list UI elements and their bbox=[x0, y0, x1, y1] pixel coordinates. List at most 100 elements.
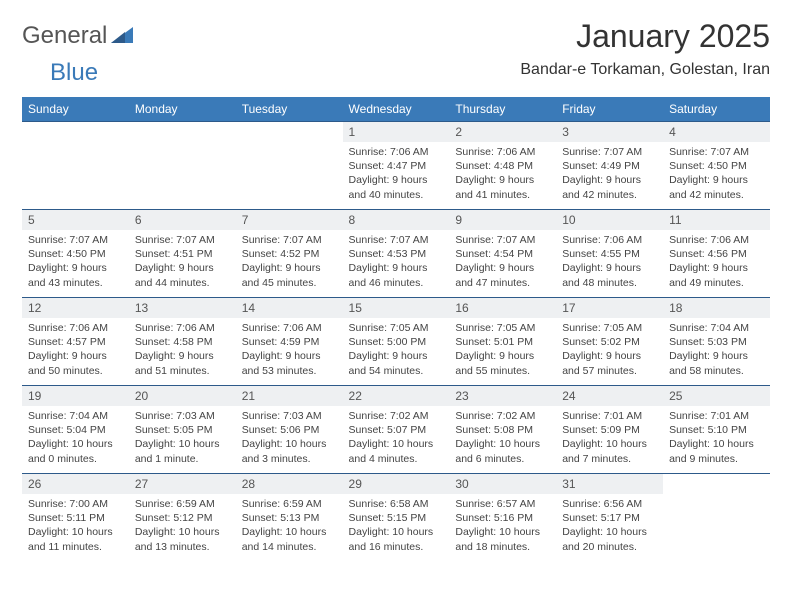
day-line: and 41 minutes. bbox=[455, 188, 550, 202]
calendar-cell: 22Sunrise: 7:02 AMSunset: 5:07 PMDayligh… bbox=[343, 385, 450, 473]
day-details: Sunrise: 6:59 AMSunset: 5:12 PMDaylight:… bbox=[129, 494, 236, 560]
day-line: Sunrise: 7:02 AM bbox=[455, 409, 550, 423]
day-line: Sunrise: 7:07 AM bbox=[28, 233, 123, 247]
day-number: 16 bbox=[449, 297, 556, 318]
day-line: Sunset: 4:49 PM bbox=[562, 159, 657, 173]
day-line: and 55 minutes. bbox=[455, 364, 550, 378]
day-line: Sunset: 5:11 PM bbox=[28, 511, 123, 525]
day-number: 3 bbox=[556, 121, 663, 142]
calendar-cell: 28Sunrise: 6:59 AMSunset: 5:13 PMDayligh… bbox=[236, 473, 343, 561]
day-line: Daylight: 10 hours bbox=[562, 437, 657, 451]
day-line: and 47 minutes. bbox=[455, 276, 550, 290]
day-line: Sunrise: 7:06 AM bbox=[455, 145, 550, 159]
day-line: Sunrise: 6:58 AM bbox=[349, 497, 444, 511]
day-details: Sunrise: 7:07 AMSunset: 4:53 PMDaylight:… bbox=[343, 230, 450, 296]
day-line: Daylight: 10 hours bbox=[455, 525, 550, 539]
day-line: Daylight: 9 hours bbox=[349, 349, 444, 363]
day-details: Sunrise: 6:57 AMSunset: 5:16 PMDaylight:… bbox=[449, 494, 556, 560]
day-line: Daylight: 9 hours bbox=[562, 349, 657, 363]
day-line: and 48 minutes. bbox=[562, 276, 657, 290]
calendar-cell bbox=[22, 121, 129, 209]
day-line: and 14 minutes. bbox=[242, 540, 337, 554]
day-line: Sunrise: 7:05 AM bbox=[562, 321, 657, 335]
day-line: Sunrise: 7:00 AM bbox=[28, 497, 123, 511]
day-line: Daylight: 9 hours bbox=[669, 261, 764, 275]
day-line: and 16 minutes. bbox=[349, 540, 444, 554]
day-line: Sunset: 4:59 PM bbox=[242, 335, 337, 349]
day-details: Sunrise: 7:01 AMSunset: 5:10 PMDaylight:… bbox=[663, 406, 770, 472]
day-line: and 11 minutes. bbox=[28, 540, 123, 554]
day-line: and 13 minutes. bbox=[135, 540, 230, 554]
day-line: Sunset: 4:50 PM bbox=[669, 159, 764, 173]
calendar-cell: 23Sunrise: 7:02 AMSunset: 5:08 PMDayligh… bbox=[449, 385, 556, 473]
day-line: and 46 minutes. bbox=[349, 276, 444, 290]
day-details: Sunrise: 7:00 AMSunset: 5:11 PMDaylight:… bbox=[22, 494, 129, 560]
day-line: Sunset: 5:12 PM bbox=[135, 511, 230, 525]
day-line: Daylight: 9 hours bbox=[562, 261, 657, 275]
day-number: 13 bbox=[129, 297, 236, 318]
day-details: Sunrise: 7:03 AMSunset: 5:05 PMDaylight:… bbox=[129, 406, 236, 472]
day-line: Daylight: 10 hours bbox=[669, 437, 764, 451]
day-number bbox=[236, 121, 343, 142]
title-block: January 2025 Bandar-e Torkaman, Golestan… bbox=[520, 18, 770, 79]
day-number: 18 bbox=[663, 297, 770, 318]
day-number: 12 bbox=[22, 297, 129, 318]
day-details: Sunrise: 7:06 AMSunset: 4:47 PMDaylight:… bbox=[343, 142, 450, 208]
day-details: Sunrise: 7:06 AMSunset: 4:59 PMDaylight:… bbox=[236, 318, 343, 384]
day-number: 2 bbox=[449, 121, 556, 142]
day-header: Thursday bbox=[449, 97, 556, 121]
day-line: Sunset: 5:10 PM bbox=[669, 423, 764, 437]
day-line: Daylight: 9 hours bbox=[28, 261, 123, 275]
day-line: Sunset: 5:08 PM bbox=[455, 423, 550, 437]
day-number: 1 bbox=[343, 121, 450, 142]
day-line: and 18 minutes. bbox=[455, 540, 550, 554]
day-line: Sunset: 4:48 PM bbox=[455, 159, 550, 173]
day-line: and 40 minutes. bbox=[349, 188, 444, 202]
day-line: and 44 minutes. bbox=[135, 276, 230, 290]
day-number: 4 bbox=[663, 121, 770, 142]
day-line: Sunset: 4:58 PM bbox=[135, 335, 230, 349]
calendar-body: 1Sunrise: 7:06 AMSunset: 4:47 PMDaylight… bbox=[22, 121, 770, 561]
day-line: and 20 minutes. bbox=[562, 540, 657, 554]
day-line: and 6 minutes. bbox=[455, 452, 550, 466]
day-details: Sunrise: 7:07 AMSunset: 4:54 PMDaylight:… bbox=[449, 230, 556, 296]
day-line: Sunset: 5:04 PM bbox=[28, 423, 123, 437]
day-number: 15 bbox=[343, 297, 450, 318]
day-number: 21 bbox=[236, 385, 343, 406]
day-line: Sunset: 4:51 PM bbox=[135, 247, 230, 261]
month-title: January 2025 bbox=[520, 18, 770, 55]
day-line: Daylight: 10 hours bbox=[135, 437, 230, 451]
day-details: Sunrise: 7:07 AMSunset: 4:51 PMDaylight:… bbox=[129, 230, 236, 296]
calendar-cell: 4Sunrise: 7:07 AMSunset: 4:50 PMDaylight… bbox=[663, 121, 770, 209]
day-number: 22 bbox=[343, 385, 450, 406]
calendar-cell: 17Sunrise: 7:05 AMSunset: 5:02 PMDayligh… bbox=[556, 297, 663, 385]
day-number: 26 bbox=[22, 473, 129, 494]
day-number: 29 bbox=[343, 473, 450, 494]
calendar-cell: 3Sunrise: 7:07 AMSunset: 4:49 PMDaylight… bbox=[556, 121, 663, 209]
day-number: 27 bbox=[129, 473, 236, 494]
day-number: 7 bbox=[236, 209, 343, 230]
day-line: Sunrise: 7:06 AM bbox=[669, 233, 764, 247]
calendar-cell: 1Sunrise: 7:06 AMSunset: 4:47 PMDaylight… bbox=[343, 121, 450, 209]
calendar-cell bbox=[236, 121, 343, 209]
day-line: Daylight: 10 hours bbox=[242, 437, 337, 451]
day-header: Saturday bbox=[663, 97, 770, 121]
calendar-cell: 19Sunrise: 7:04 AMSunset: 5:04 PMDayligh… bbox=[22, 385, 129, 473]
day-details: Sunrise: 7:05 AMSunset: 5:01 PMDaylight:… bbox=[449, 318, 556, 384]
day-number: 6 bbox=[129, 209, 236, 230]
calendar-cell: 2Sunrise: 7:06 AMSunset: 4:48 PMDaylight… bbox=[449, 121, 556, 209]
day-details: Sunrise: 7:05 AMSunset: 5:02 PMDaylight:… bbox=[556, 318, 663, 384]
day-details: Sunrise: 7:03 AMSunset: 5:06 PMDaylight:… bbox=[236, 406, 343, 472]
day-line: and 49 minutes. bbox=[669, 276, 764, 290]
day-details: Sunrise: 7:07 AMSunset: 4:50 PMDaylight:… bbox=[663, 142, 770, 208]
day-details: Sunrise: 7:02 AMSunset: 5:07 PMDaylight:… bbox=[343, 406, 450, 472]
day-line: Daylight: 9 hours bbox=[455, 261, 550, 275]
day-line: Daylight: 9 hours bbox=[135, 261, 230, 275]
calendar-cell: 20Sunrise: 7:03 AMSunset: 5:05 PMDayligh… bbox=[129, 385, 236, 473]
day-number: 30 bbox=[449, 473, 556, 494]
location-text: Bandar-e Torkaman, Golestan, Iran bbox=[520, 61, 770, 79]
day-header: Tuesday bbox=[236, 97, 343, 121]
day-header: Friday bbox=[556, 97, 663, 121]
day-line: Daylight: 9 hours bbox=[28, 349, 123, 363]
day-number: 17 bbox=[556, 297, 663, 318]
